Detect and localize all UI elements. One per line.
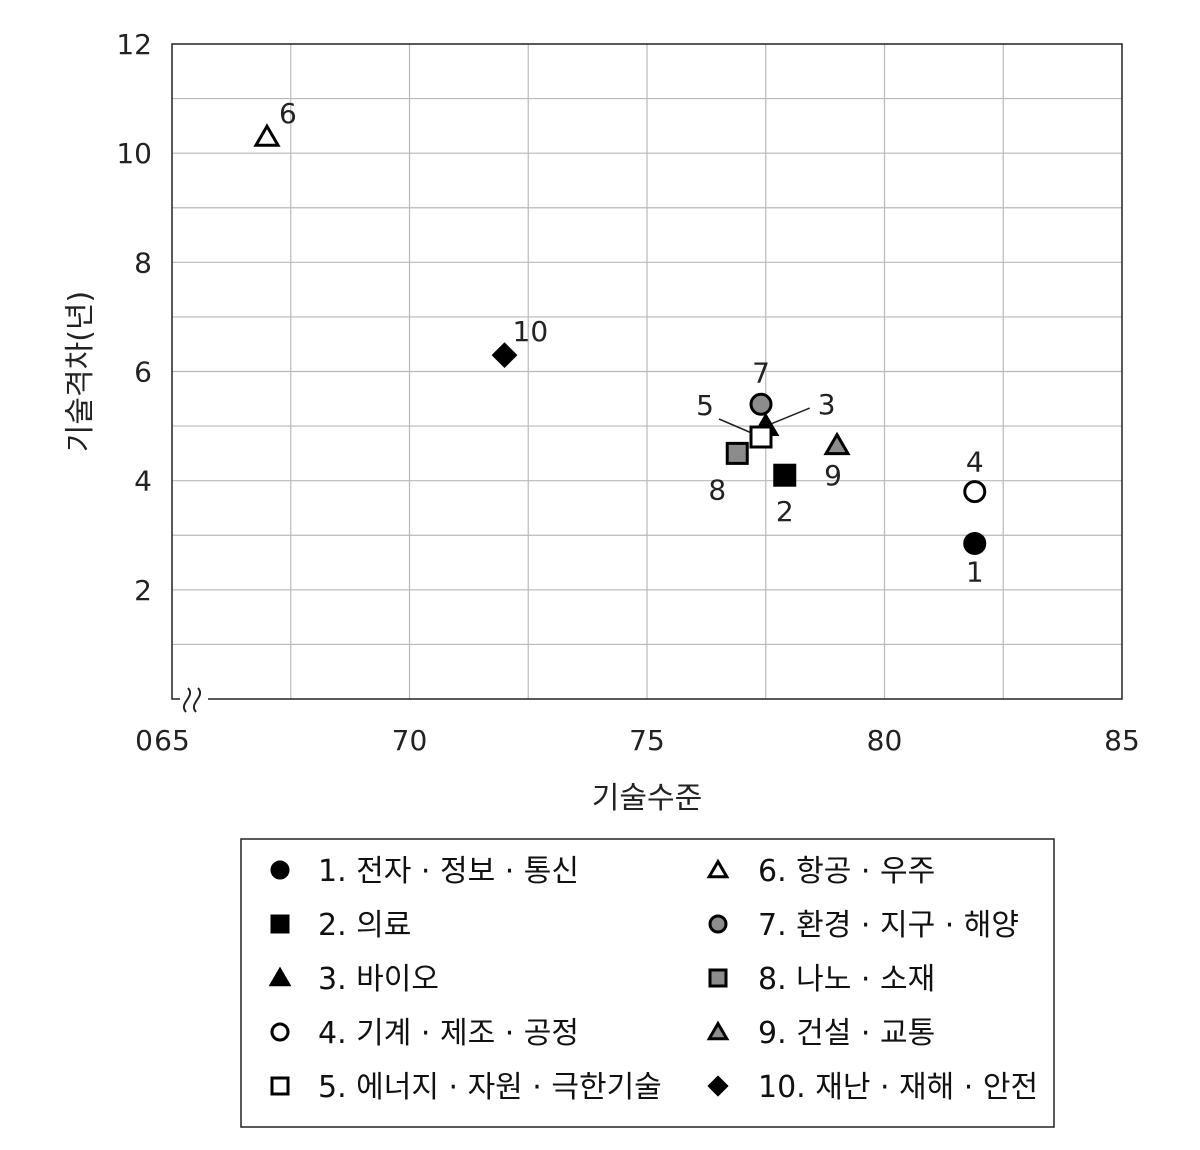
legend-entry-10: 10. 재난 · 재해 · 안전 — [758, 1070, 1038, 1105]
y-tick-label: 12 — [116, 28, 152, 61]
data-point-8 — [725, 441, 749, 465]
legend-entry-3: 3. 바이오 — [318, 962, 439, 997]
legend-marker-3 — [268, 966, 292, 987]
x-tick-label: 80 — [867, 724, 903, 757]
legend-marker-6 — [706, 858, 730, 879]
y-tick-label: 4 — [134, 465, 152, 498]
y-tick-label: 8 — [134, 246, 152, 279]
data-point-2 — [773, 463, 797, 487]
x-tick-label: 65 — [154, 724, 190, 757]
legend-entry-1: 1. 전자 · 정보 · 통신 — [318, 854, 579, 889]
data-point-5 — [749, 425, 773, 449]
point-label-5: 5 — [696, 389, 714, 422]
data-point-9 — [823, 431, 851, 456]
plot-frame — [171, 43, 1123, 700]
legend-entry-2: 2. 의료 — [318, 908, 411, 943]
y-axis-label: 기술격차(년) — [63, 291, 98, 452]
data-point-4 — [963, 480, 987, 504]
point-label-6: 6 — [279, 97, 297, 130]
legend-marker-1 — [270, 860, 290, 880]
point-label-1: 1 — [966, 555, 984, 588]
legend-marker-9 — [706, 1020, 730, 1041]
point-label-7: 7 — [752, 356, 770, 389]
callout-line — [765, 407, 811, 427]
axis-break-stroke — [183, 687, 191, 713]
data-point-10 — [491, 342, 518, 369]
point-label-3: 3 — [818, 388, 836, 421]
legend-marker-2 — [270, 914, 290, 934]
axis-break-stroke — [193, 687, 201, 713]
point-label-10: 10 — [513, 315, 549, 348]
legend-marker-5 — [270, 1076, 290, 1096]
legend-entry-5: 5. 에너지 · 자원 · 극한기술 — [318, 1070, 662, 1105]
legend-marker-8 — [708, 968, 728, 988]
y-tick-label: 2 — [134, 574, 152, 607]
legend-entry-8: 8. 나노 · 소재 — [758, 962, 935, 997]
origin-label: 0 — [135, 724, 153, 757]
point-label-9: 9 — [824, 459, 842, 492]
legend: 1. 전자 · 정보 · 통신 2. 의료 3. 바이오 4. 기계 · 제조 · 공… — [240, 838, 1055, 1128]
legend-entry-9: 9. 건설 · 교통 — [758, 1016, 935, 1051]
legend-marker-10 — [707, 1075, 729, 1097]
data-point-7 — [749, 392, 773, 416]
grid — [172, 44, 1122, 699]
legend-marker-4 — [270, 1022, 290, 1042]
legend-entry-4: 4. 기계 · 제조 · 공정 — [318, 1016, 579, 1051]
point-label-4: 4 — [966, 446, 984, 479]
x-axis-label: 기술수준 — [592, 781, 702, 816]
axis-break-mark — [180, 680, 208, 714]
legend-entry-7: 7. 환경 · 지구 · 해양 — [758, 908, 1019, 943]
legend-marker-7 — [708, 914, 728, 934]
point-label-8: 8 — [708, 473, 726, 506]
point-labels: 1 2 3 4 5 6 7 8 9 10 — [279, 97, 984, 589]
data-point-1 — [963, 531, 987, 555]
legend-box — [240, 838, 1055, 1128]
point-label-2: 2 — [776, 495, 794, 528]
y-tick-label: 6 — [134, 356, 152, 389]
x-tick-label: 70 — [392, 724, 428, 757]
data-point-6 — [253, 123, 281, 147]
x-tick-label: 85 — [1104, 724, 1140, 757]
data-points — [253, 123, 987, 555]
x-tick-label: 75 — [629, 724, 665, 757]
y-tick-label: 10 — [116, 137, 152, 170]
legend-entry-6: 6. 항공 · 우주 — [758, 854, 935, 889]
